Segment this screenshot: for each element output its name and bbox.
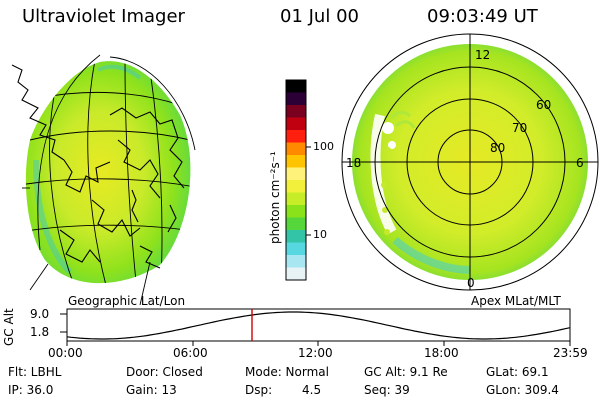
colorbar-unit-label: photon cm⁻²s⁻¹ bbox=[268, 151, 282, 244]
gc-alt-info: GC Alt: 9.1 Re bbox=[364, 365, 448, 379]
time-label-2359: 23:59 bbox=[553, 346, 588, 360]
gain-info: Gain: 13 bbox=[126, 383, 177, 397]
colorbar-stripe bbox=[286, 267, 306, 281]
gc-alt-axis-label: GC Alt bbox=[2, 308, 16, 346]
colorbar-stripe bbox=[286, 117, 306, 131]
colorbar-stripe bbox=[286, 130, 306, 143]
geographic-label: Geographic Lat/Lon bbox=[68, 294, 186, 308]
left-aurora-image bbox=[25, 61, 191, 284]
gc-alt-curve bbox=[66, 311, 571, 340]
colorbar-stripe bbox=[286, 180, 306, 193]
mlt-label-6: 6 bbox=[576, 156, 584, 170]
glat-info: GLat: 69.1 bbox=[486, 365, 549, 379]
colorbar-stripe bbox=[286, 155, 306, 168]
colorbar-tick-10: 10 bbox=[313, 228, 327, 241]
apex-label: Apex MLat/MLT bbox=[471, 294, 561, 308]
colorbar-stripe bbox=[286, 205, 306, 218]
mode-info: Mode: Normal bbox=[245, 365, 329, 379]
gc-alt-tick-low: 1.8 bbox=[30, 325, 50, 339]
colorbar-stripe bbox=[286, 255, 306, 268]
date-label: 01 Jul 00 bbox=[280, 6, 359, 27]
colorbar-tick-100: 100 bbox=[313, 140, 334, 153]
mlt-label-18: 18 bbox=[346, 156, 362, 170]
lat-label-60: 60 bbox=[536, 98, 552, 112]
lat-label-80: 80 bbox=[490, 141, 506, 155]
colorbar-stripe bbox=[286, 142, 306, 156]
colorbar-stripe bbox=[286, 167, 306, 181]
time-label-1800: 18:00 bbox=[424, 346, 459, 360]
colorbar-stripe bbox=[286, 92, 306, 106]
time-label-0600: 06:00 bbox=[173, 346, 208, 360]
glon-info: GLon: 309.4 bbox=[486, 383, 559, 397]
mlt-label-12: 12 bbox=[475, 48, 491, 62]
colorbar bbox=[285, 79, 311, 281]
timeline-panel bbox=[60, 308, 571, 346]
colorbar-stripe bbox=[286, 230, 306, 243]
time-label: 09:03:49 UT bbox=[427, 6, 538, 27]
ip-info: IP: 36.0 bbox=[8, 383, 54, 397]
colorbar-stripe bbox=[286, 217, 306, 231]
colorbar-stripe bbox=[286, 242, 306, 256]
colorbar-stripe bbox=[286, 192, 306, 206]
mlt-axes bbox=[342, 34, 598, 290]
door-info: Door: Closed bbox=[126, 365, 203, 379]
gc-alt-tick-high: 9.0 bbox=[30, 307, 50, 321]
apex-polar-plot bbox=[341, 33, 599, 291]
colorbar-stripe bbox=[286, 105, 306, 118]
time-label-0000: 00:00 bbox=[48, 346, 83, 360]
time-label-1200: 12:00 bbox=[298, 346, 333, 360]
lat-label-70: 70 bbox=[512, 121, 528, 135]
coastlines bbox=[11, 64, 185, 269]
flt-info: Flt: LBHL bbox=[8, 365, 62, 379]
dsp-info-value: 4.5 bbox=[302, 383, 322, 397]
colorbar-stripe bbox=[286, 80, 306, 93]
mlt-label-0: 0 bbox=[467, 276, 475, 290]
page-title: Ultraviolet Imager bbox=[22, 6, 185, 27]
dsp-info-label: Dsp: bbox=[245, 383, 273, 397]
seq-info: Seq: 39 bbox=[364, 383, 410, 397]
geographic-globe bbox=[11, 54, 196, 306]
